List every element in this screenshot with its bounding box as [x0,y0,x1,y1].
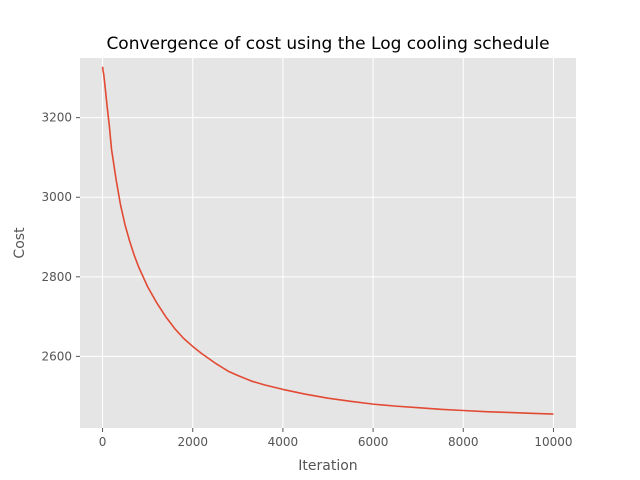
x-tick-label: 6000 [358,435,389,449]
plot-area [80,58,576,428]
x-axis-label: Iteration [298,458,357,474]
y-tick-label: 2600 [41,349,72,363]
chart-title: Convergence of cost using the Log coolin… [106,34,549,54]
x-tick-label: 8000 [448,435,479,449]
y-tick-label: 3000 [41,190,72,204]
y-tick-label: 2800 [41,270,72,284]
x-tick-label: 0 [99,435,107,449]
series [101,66,554,415]
grid [80,58,576,428]
x-tick-label: 4000 [268,435,299,449]
y-tick-label: 3200 [41,111,72,125]
ticks: 0 2000 4000 6000 8000 10000 2600 2800 3000 3200 [41,111,572,449]
y-axis-label: Cost [12,227,28,259]
x-tick-label: 2000 [177,435,208,449]
x-tick-label: 10000 [534,435,572,449]
cost-series-line [101,66,554,415]
